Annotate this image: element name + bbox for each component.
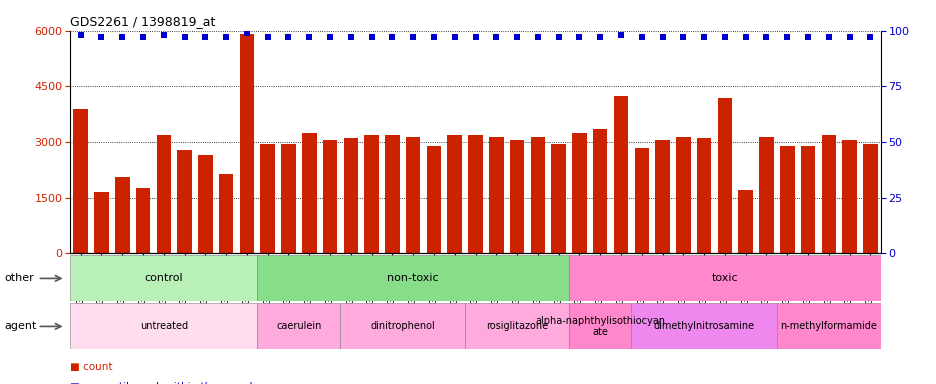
Bar: [70, 303, 257, 349]
Bar: [696, 138, 710, 253]
Text: n-methylformamide: n-methylformamide: [780, 321, 876, 331]
Text: ■ count: ■ count: [70, 362, 112, 372]
Text: dimethylnitrosamine: dimethylnitrosamine: [653, 321, 753, 331]
Bar: [568, 303, 631, 349]
Bar: [281, 144, 296, 253]
Bar: [257, 303, 340, 349]
Bar: [489, 137, 503, 253]
Text: alpha-naphthylisothiocyan
ate: alpha-naphthylisothiocyan ate: [534, 316, 665, 337]
Bar: [364, 135, 378, 253]
Text: rosiglitazone: rosiglitazone: [486, 321, 548, 331]
Bar: [73, 109, 88, 253]
Bar: [572, 133, 586, 253]
Bar: [530, 137, 545, 253]
Text: other: other: [5, 273, 35, 283]
Bar: [613, 96, 628, 253]
Bar: [177, 149, 192, 253]
Bar: [800, 146, 814, 253]
Text: ■ percentile rank within the sample: ■ percentile rank within the sample: [70, 382, 259, 384]
Bar: [634, 148, 649, 253]
Text: toxic: toxic: [710, 273, 738, 283]
Bar: [426, 146, 441, 253]
Bar: [862, 144, 877, 253]
Bar: [758, 137, 773, 253]
Bar: [322, 140, 337, 253]
Bar: [468, 135, 482, 253]
Bar: [405, 137, 420, 253]
Bar: [301, 133, 316, 253]
Bar: [509, 140, 524, 253]
Bar: [240, 35, 254, 253]
Bar: [197, 155, 212, 253]
Bar: [344, 138, 358, 253]
Bar: [821, 135, 835, 253]
Bar: [464, 303, 568, 349]
Text: agent: agent: [5, 321, 37, 331]
Text: untreated: untreated: [139, 321, 187, 331]
Text: GDS2261 / 1398819_at: GDS2261 / 1398819_at: [70, 15, 215, 28]
Text: caerulein: caerulein: [276, 321, 321, 331]
Bar: [70, 255, 257, 301]
Text: non-toxic: non-toxic: [387, 273, 439, 283]
Bar: [738, 190, 753, 253]
Bar: [156, 135, 171, 253]
Bar: [136, 189, 150, 253]
Text: dinitrophenol: dinitrophenol: [370, 321, 434, 331]
Bar: [447, 135, 461, 253]
Bar: [717, 98, 731, 253]
Bar: [568, 255, 880, 301]
Bar: [95, 192, 109, 253]
Bar: [115, 177, 129, 253]
Bar: [654, 140, 669, 253]
Bar: [779, 146, 794, 253]
Bar: [340, 303, 464, 349]
Bar: [841, 140, 856, 253]
Bar: [260, 144, 274, 253]
Bar: [592, 129, 607, 253]
Bar: [776, 303, 880, 349]
Bar: [385, 135, 400, 253]
Bar: [550, 144, 565, 253]
Bar: [631, 303, 776, 349]
Text: control: control: [144, 273, 183, 283]
Bar: [219, 174, 233, 253]
Bar: [257, 255, 568, 301]
Bar: [676, 137, 690, 253]
